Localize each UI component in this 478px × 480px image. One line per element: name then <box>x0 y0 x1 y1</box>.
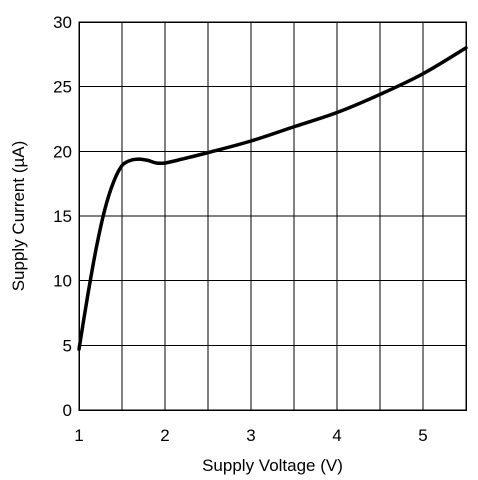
x-axis-title: Supply Voltage (V) <box>202 456 343 475</box>
y-axis-ticks: 0 5 10 15 20 25 30 <box>53 13 72 420</box>
y-tick-label: 15 <box>53 207 72 226</box>
y-tick-label: 25 <box>53 78 72 97</box>
x-tick-label: 2 <box>160 426 169 445</box>
plot-frame <box>78 21 467 411</box>
x-axis-ticks: 1 2 3 4 5 <box>74 426 427 445</box>
y-tick-label: 30 <box>53 13 72 32</box>
y-tick-label: 0 <box>63 401 72 420</box>
y-tick-label: 20 <box>53 142 72 161</box>
supply-current-line <box>77 46 468 351</box>
y-tick-label: 10 <box>53 272 72 291</box>
y-tick-label: 5 <box>63 336 72 355</box>
y-axis-title: Supply Current (µA) <box>9 141 28 292</box>
x-tick-label: 3 <box>246 426 255 445</box>
x-tick-label: 4 <box>332 426 341 445</box>
x-tick-label: 5 <box>418 426 427 445</box>
x-tick-label: 1 <box>74 426 83 445</box>
